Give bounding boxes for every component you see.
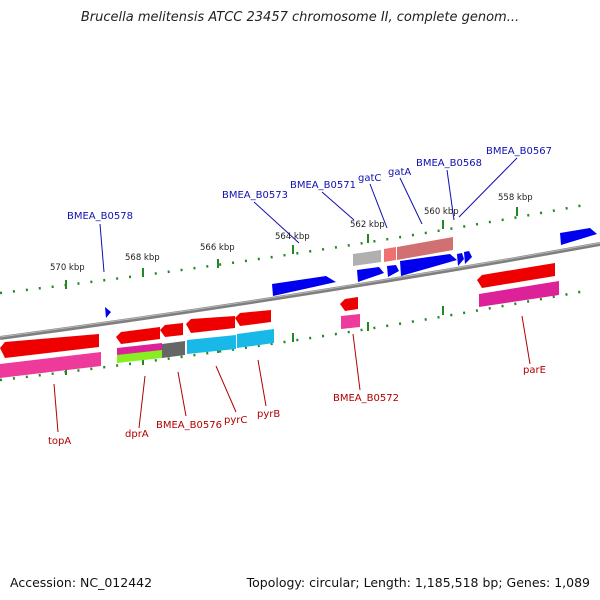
label-BMEA_B0572: BMEA_B0572 — [333, 393, 399, 404]
label-gatC: gatC — [358, 173, 381, 184]
gene-BMEA_B0567b[interactable] — [464, 251, 472, 264]
label-pyrB: pyrB — [257, 409, 280, 420]
gene-parE[interactable] — [477, 263, 555, 288]
scale-label-560: 560 kbp — [424, 207, 459, 217]
gene-parE-pink[interactable] — [479, 281, 559, 307]
label-BMEA_B0571: BMEA_B0571 — [290, 180, 356, 191]
scale-label-568: 568 kbp — [125, 253, 160, 263]
gene-gatA-pink[interactable] — [384, 247, 396, 262]
upper-tick-track — [0, 202, 591, 295]
gene-pyrB[interactable] — [235, 310, 271, 326]
gene-BMEA_B0573[interactable] — [272, 276, 336, 296]
lower-tick-track — [0, 288, 591, 382]
gene-pyrC-cyan[interactable] — [187, 335, 236, 354]
label-BMEA_B0573: BMEA_B0573 — [222, 190, 288, 201]
gene-BMEA_B0576-gray[interactable] — [162, 341, 185, 358]
gene-BMEA_B0567a[interactable] — [457, 253, 464, 266]
chromosome-backbone-highlight — [0, 242, 600, 338]
gene-BMEA_B0572-pink[interactable] — [341, 314, 360, 329]
gene-pyrB-cyan[interactable] — [237, 329, 274, 348]
label-parE: parE — [523, 365, 546, 376]
scale-label-558: 558 kbp — [498, 193, 533, 203]
gene-BMEA_B0568[interactable] — [400, 254, 457, 276]
gene-BMEA_B0576[interactable] — [160, 323, 183, 337]
label-BMEA_B0578: BMEA_B0578 — [67, 211, 133, 222]
bottom-leader-lines — [53, 315, 531, 433]
gene-pyrC[interactable] — [186, 316, 235, 333]
label-dprA: dprA — [125, 429, 149, 440]
gene-BMEA_B0578[interactable] — [105, 307, 111, 318]
chromosome-backbone — [0, 242, 600, 340]
scale-label-562: 562 kbp — [350, 220, 385, 230]
label-BMEA_B0576: BMEA_B0576 — [156, 420, 222, 431]
accession-text: Accession: NC_012442 — [10, 575, 153, 590]
label-BMEA_B0567: BMEA_B0567 — [486, 146, 552, 157]
gene-topA-pink[interactable] — [0, 352, 101, 378]
scale-label-566: 566 kbp — [200, 243, 235, 253]
map-title: Brucella melitensis ATCC 23457 chromosom… — [80, 10, 520, 25]
genome-summary-text: Topology: circular; Length: 1,185,518 bp… — [246, 575, 590, 590]
label-BMEA_B0568: BMEA_B0568 — [416, 158, 482, 169]
gene-topA[interactable] — [0, 334, 99, 358]
gene-gatA[interactable] — [397, 237, 453, 260]
gene-dprA-green[interactable] — [117, 350, 162, 363]
gene-gatC[interactable] — [353, 250, 381, 266]
label-pyrC: pyrC — [224, 415, 247, 426]
label-topA: topA — [48, 436, 71, 447]
gene-BMEA_B0572[interactable] — [340, 297, 358, 311]
label-gatA: gatA — [388, 167, 411, 178]
top-leader-lines — [99, 157, 518, 273]
gene-dprA-pink[interactable] — [117, 343, 162, 356]
scale-label-570: 570 kbp — [50, 263, 85, 273]
forward-genes — [105, 228, 597, 318]
gene-dprA[interactable] — [116, 327, 160, 344]
gene-BMEA_B0571b[interactable] — [387, 265, 399, 277]
gene-BMEA_B0571[interactable] — [357, 267, 384, 282]
gene-BMEA_B0566[interactable] — [560, 228, 597, 245]
reverse-genes — [0, 263, 559, 378]
